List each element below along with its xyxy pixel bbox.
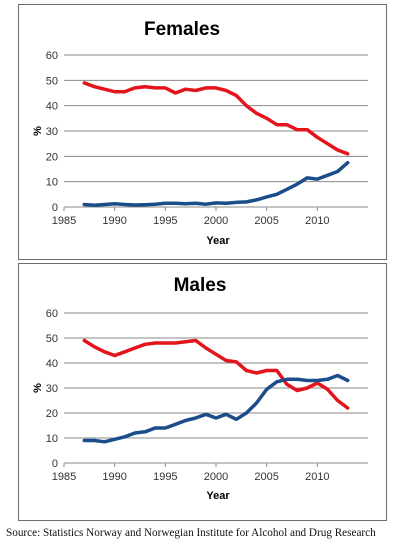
males-y-tick-label: 50 (46, 333, 58, 345)
females-y-tick-label: 20 (46, 151, 58, 163)
males-y-tick-label: 40 (46, 358, 58, 370)
males-x-axis-label: Year (206, 490, 230, 502)
females-y-tick-label: 50 (46, 75, 58, 87)
males-x-tick-label: 2005 (254, 471, 278, 483)
males-chart: Males 0 10 20 30 40 50 60 1985 1990 1995 2000 2005 20… (32, 275, 368, 502)
males-x-tick-label: 1995 (153, 471, 177, 483)
males-y-tick-label: 0 (52, 458, 58, 470)
males-x-tick-label: 1990 (102, 471, 126, 483)
females-x-tick-label: 1995 (153, 215, 177, 227)
males-y-axis-label: % (32, 383, 44, 393)
females-series-line-red (82, 81, 350, 156)
males-y-tick-label: 10 (46, 433, 58, 445)
males-series-line-blue (82, 373, 350, 444)
females-y-tick-label: 10 (46, 177, 58, 189)
females-y-tick-label: 30 (46, 126, 58, 138)
males-x-tick-label: 1985 (52, 471, 76, 483)
females-chart-title: Females (144, 19, 220, 40)
females-x-tick-label: 2005 (254, 215, 278, 227)
females-chart-panel: Females 0 10 20 30 40 50 60 1985 1990 1995 2000 2005… (18, 4, 387, 260)
females-y-tick-label: 40 (46, 101, 58, 113)
females-x-tick-label: 2010 (305, 215, 329, 227)
males-chart-panel: Males 0 10 20 30 40 50 60 1985 1990 1995 2000 2005 20… (18, 263, 387, 521)
males-x-tick-label: 2000 (204, 471, 228, 483)
males-x-tick-label: 2010 (305, 471, 329, 483)
females-y-tick-label: 60 (46, 50, 58, 62)
males-chart-title: Males (174, 275, 227, 296)
females-x-axis-label: Year (206, 235, 230, 247)
females-y-tick-label: 0 (52, 202, 58, 214)
males-y-tick-label: 60 (46, 308, 58, 320)
females-chart: Females 0 10 20 30 40 50 60 1985 1990 1995 2000 2005… (32, 19, 368, 247)
females-y-axis-label: % (32, 126, 44, 136)
females-x-tick-label: 1990 (102, 215, 126, 227)
males-series-line-red (82, 338, 350, 410)
females-x-tick-label: 2000 (204, 215, 228, 227)
females-series-line-blue (82, 160, 350, 207)
females-x-tick-label: 1985 (52, 215, 76, 227)
males-y-tick-label: 20 (46, 408, 58, 420)
source-note: Source: Statistics Norway and Norwegian … (6, 527, 376, 539)
males-y-tick-label: 30 (46, 383, 58, 395)
